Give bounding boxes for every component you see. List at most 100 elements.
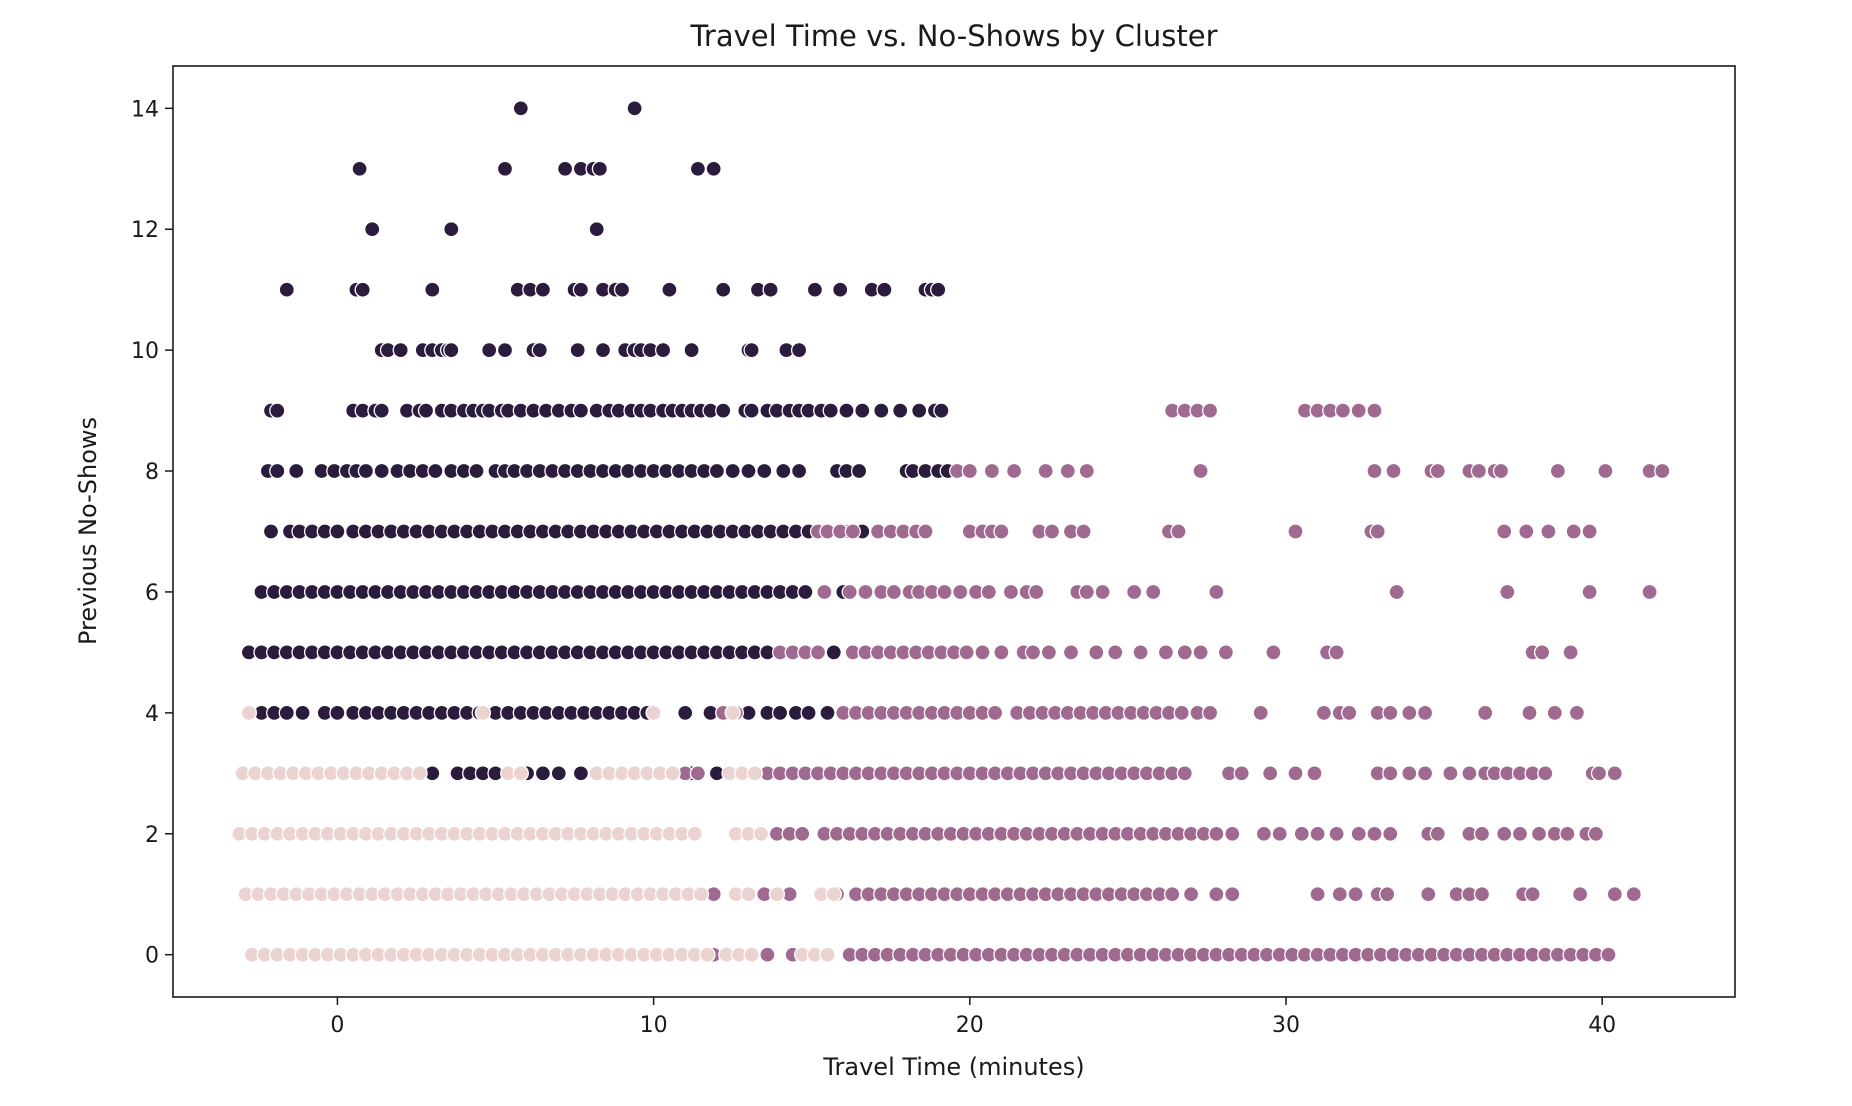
- data-point-cluster-0: [392, 341, 409, 359]
- data-point-cluster-0: [911, 402, 928, 419]
- data-point-cluster-0: [534, 281, 552, 298]
- y-axis-label: Previous No-Shows: [74, 417, 102, 645]
- data-point-cluster-1: [1562, 644, 1579, 661]
- data-point-cluster-1: [1293, 825, 1310, 842]
- data-point-cluster-0: [822, 402, 839, 419]
- data-point-cluster-2: [692, 886, 710, 903]
- data-point-cluster-1: [1530, 825, 1548, 842]
- data-point-cluster-0: [594, 341, 612, 359]
- data-point-cluster-1: [1581, 523, 1598, 540]
- data-point-cluster-2: [752, 825, 770, 842]
- data-point-cluster-1: [1170, 523, 1187, 540]
- data-point-cluster-1: [1094, 583, 1111, 601]
- data-point-cluster-0: [556, 160, 574, 177]
- data-point-cluster-2: [686, 825, 703, 842]
- data-point-cluster-0: [933, 402, 950, 419]
- data-point-cluster-1: [1287, 523, 1304, 540]
- data-point-cluster-0: [427, 462, 444, 480]
- data-point-cluster-1: [809, 644, 827, 661]
- data-point-cluster-1: [983, 462, 1001, 480]
- y-tick-label: 2: [145, 823, 159, 848]
- data-point-cluster-1: [1306, 765, 1323, 782]
- data-point-cluster-1: [980, 583, 997, 601]
- data-point-cluster-1: [1518, 523, 1535, 540]
- data-point-cluster-1: [1385, 462, 1402, 480]
- data-point-cluster-0: [892, 402, 909, 419]
- y-tick-label: 14: [131, 97, 159, 122]
- data-point-cluster-1: [1192, 462, 1209, 480]
- data-point-cluster-2: [512, 765, 529, 782]
- data-point-cluster-0: [683, 341, 700, 359]
- data-point-cluster-0: [496, 160, 514, 177]
- data-point-cluster-0: [351, 160, 368, 177]
- data-point-cluster-1: [1252, 704, 1269, 722]
- data-point-cluster-0: [825, 644, 842, 661]
- data-point-cluster-1: [936, 583, 953, 601]
- data-point-cluster-1: [1132, 644, 1149, 661]
- data-point-cluster-1: [1606, 886, 1623, 903]
- y-tick-label: 10: [131, 339, 159, 364]
- data-point-cluster-0: [661, 281, 678, 298]
- data-point-cluster-0: [572, 281, 590, 298]
- data-point-cluster-1: [1565, 523, 1582, 540]
- data-point-cluster-1: [1208, 583, 1225, 601]
- data-point-cluster-1: [1442, 765, 1459, 782]
- data-point-cluster-0: [278, 704, 295, 722]
- data-point-cluster-1: [993, 644, 1010, 661]
- data-point-cluster-0: [329, 704, 346, 722]
- data-point-cluster-1: [1028, 583, 1045, 601]
- data-point-cluster-0: [724, 462, 741, 480]
- data-point-cluster-0: [496, 341, 514, 359]
- data-point-cluster-1: [1347, 886, 1364, 903]
- data-point-cluster-1: [1224, 886, 1241, 903]
- data-point-cluster-1: [1350, 825, 1367, 842]
- data-point-cluster-0: [364, 221, 381, 238]
- plot-frame: [172, 65, 1736, 998]
- data-point-cluster-1: [958, 644, 975, 661]
- data-point-cluster-0: [424, 281, 441, 298]
- data-point-cluster-1: [1533, 644, 1551, 661]
- data-point-cluster-1: [857, 583, 874, 601]
- data-point-cluster-1: [1461, 765, 1478, 782]
- data-point-cluster-1: [1173, 704, 1190, 722]
- x-tick-label: 10: [640, 1013, 668, 1038]
- data-point-cluster-1: [1606, 765, 1623, 782]
- data-point-cluster-0: [329, 523, 346, 540]
- x-tick-label: 20: [956, 1013, 984, 1038]
- data-point-cluster-0: [481, 341, 498, 359]
- data-point-cluster-0: [677, 704, 694, 722]
- data-point-cluster-1: [1546, 704, 1563, 722]
- data-point-cluster-1: [1499, 583, 1516, 601]
- data-point-cluster-1: [1328, 644, 1345, 661]
- data-point-cluster-1: [1145, 583, 1162, 601]
- data-point-cluster-1: [1581, 583, 1598, 601]
- data-point-cluster-0: [531, 341, 548, 359]
- data-point-cluster-2: [240, 704, 258, 722]
- data-point-cluster-1: [1429, 825, 1446, 842]
- data-point-cluster-1: [1521, 704, 1538, 722]
- data-point-cluster-1: [1331, 886, 1348, 903]
- data-point-cluster-2: [411, 765, 428, 782]
- data-point-cluster-0: [775, 462, 792, 480]
- data-point-cluster-0: [288, 462, 305, 480]
- y-tick-label: 6: [145, 581, 159, 606]
- data-point-cluster-1: [1429, 462, 1446, 480]
- data-point-cluster-0: [572, 402, 590, 419]
- points-layer: [231, 100, 1671, 963]
- data-point-cluster-1: [1265, 644, 1282, 661]
- data-point-cluster-1: [1088, 644, 1105, 661]
- data-point-cluster-1: [1473, 825, 1491, 842]
- data-point-cluster-0: [740, 462, 757, 480]
- data-point-cluster-0: [832, 281, 849, 298]
- data-point-cluster-1: [986, 704, 1004, 722]
- data-point-cluster-1: [1164, 886, 1181, 903]
- data-point-cluster-1: [1217, 644, 1235, 661]
- x-tick-label: 30: [1272, 1013, 1300, 1038]
- data-point-cluster-1: [1176, 644, 1193, 661]
- data-point-cluster-0: [715, 402, 732, 419]
- data-point-cluster-1: [1078, 462, 1095, 480]
- data-point-cluster-0: [790, 462, 808, 480]
- data-point-cluster-1: [1208, 886, 1225, 903]
- data-point-cluster-1: [885, 583, 903, 601]
